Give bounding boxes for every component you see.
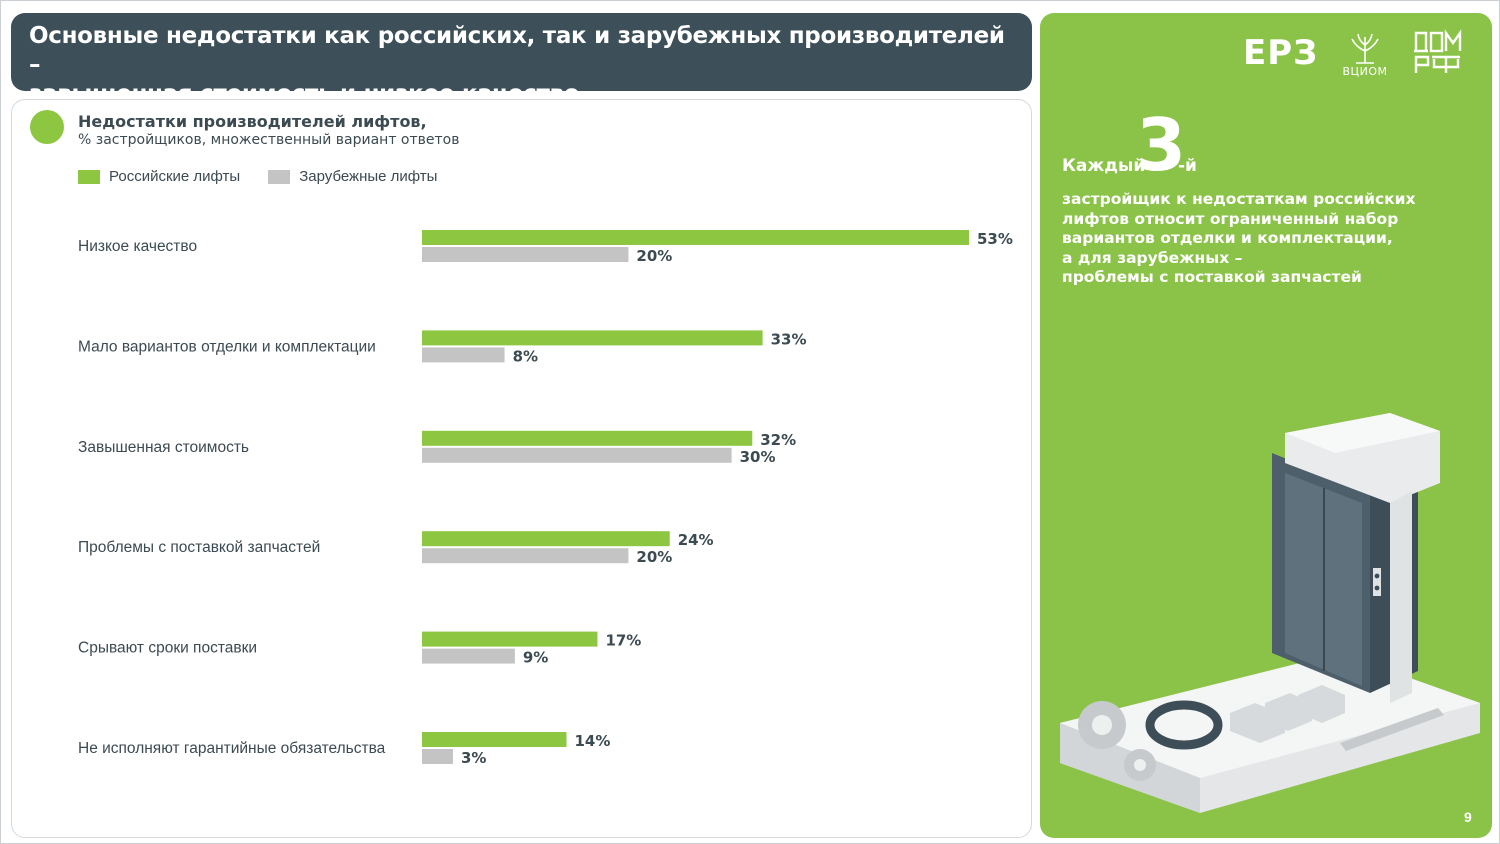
stat-description: застройщик к недостаткам российских лифт… [1062,190,1482,288]
bar-russian [422,732,567,747]
gear-icon [1078,701,1126,749]
bar-foreign [422,447,732,463]
call-buttons [1373,568,1381,596]
title-line-1: Основные недостатки как российских, так … [29,23,1005,78]
category-label: Срывают сроки поставки [78,640,257,657]
chart-subtitle: % застройщиков, множественный вариант от… [78,132,460,148]
stat-line: а для зарубежных – [1062,248,1243,267]
data-label: 20% [636,247,672,265]
logo-vciom: ВЦИОМ [1332,29,1398,79]
bar-foreign [422,548,629,564]
data-label: 24% [678,531,714,549]
bar-foreign [422,749,453,764]
data-label: 32% [760,431,796,449]
legend-label-russian: Российские лифты [109,168,241,185]
category-label: Не исполняют гарантийные обязательства [78,740,386,757]
legend-swatch-russian [78,169,100,184]
bar-foreign [422,247,629,262]
elevator-illustration [1060,413,1480,813]
spare-parts [1230,685,1345,743]
stat-line: лифтов относит ограниченный набор [1062,209,1399,228]
logo-vciom-text: ВЦИОМ [1342,65,1388,78]
data-label: 9% [523,649,548,667]
category-label: Мало вариантов отделки и комплектации [78,338,376,355]
data-label: 8% [513,347,538,365]
bullet-dot [30,110,64,144]
legend-label-foreign: Зарубежные лифты [299,168,438,185]
legend-item-russian: Российские лифты [78,168,240,185]
stat-number: 3 [1136,103,1187,187]
side-panel: ЕРЗ ВЦИОМ [1040,13,1492,838]
category-label: Низкое качество [78,238,197,255]
page-number: 9 [1464,809,1472,825]
chart-legend: Российские лифты Зарубежные лифты [78,168,437,185]
data-label: 53% [977,230,1013,248]
small-gear-icon [1124,749,1156,781]
page-title: Основные недостатки как российских, так … [29,22,1014,109]
category-label: Проблемы с поставкой запчастей [78,539,320,556]
bar-russian [422,430,753,446]
data-label: 20% [636,548,672,566]
logo-epz: ЕРЗ [1243,33,1319,73]
bar-foreign [422,648,515,664]
legend-item-foreign: Зарубежные лифты [268,168,437,185]
stat-suffix: -й [1178,156,1197,176]
wrench-icon [1340,708,1444,751]
logo-dom-rf [1414,29,1462,73]
data-label: 17% [605,632,641,650]
stat-prefix: Каждый [1062,156,1146,176]
chart-panel: Недостатки производителей лифтов, % заст… [11,99,1032,838]
bar-russian [422,531,670,547]
bar-russian [422,631,598,647]
data-label: 33% [771,330,807,348]
stat-line: вариантов отделки и комплектации, [1062,229,1393,247]
title-bar: Основные недостатки как российских, так … [11,13,1032,107]
data-label: 3% [461,749,486,767]
bar-chart: Низкое качество 53% 20% Мало вариантов отде… [78,230,1013,767]
seal-ring [1145,700,1223,750]
legend-swatch-foreign [268,169,291,184]
stat-line: застройщик к недостаткам российских [1062,190,1416,208]
stat-line: проблемы с поставкой запчастей [1062,268,1362,286]
category-label: Завышенная стоимость [78,439,249,456]
data-label: 30% [740,448,776,466]
bar-russian [422,230,969,245]
bar-foreign [422,347,505,363]
data-label: 14% [574,732,610,750]
chart-title: Недостатки производителей лифтов, [78,112,427,131]
tree-icon [1351,33,1379,64]
bar-russian [422,330,763,346]
